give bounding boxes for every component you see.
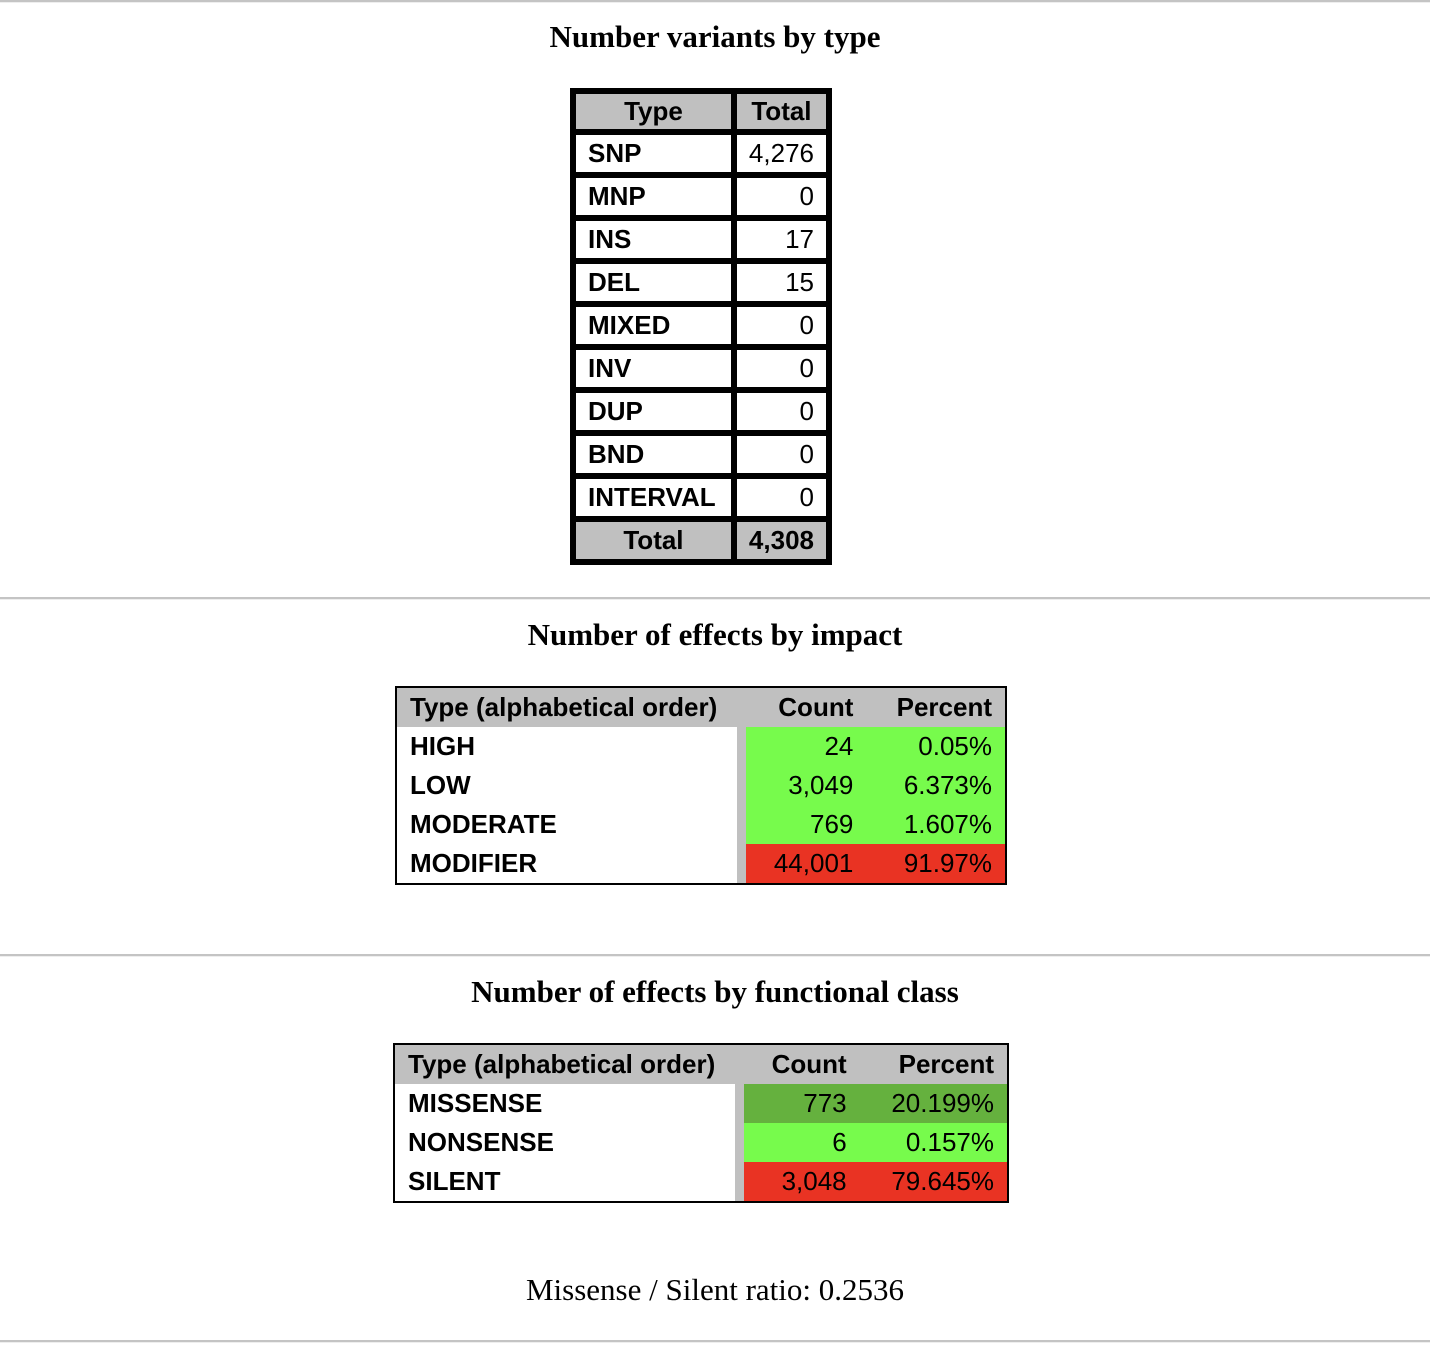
variant-total-bnd: 0 (734, 434, 828, 475)
table-header-row: Type Total (574, 92, 828, 131)
row-spacer (735, 1084, 744, 1123)
variant-total-inv: 0 (734, 348, 828, 389)
variants-by-type-title: Number variants by type (549, 19, 881, 54)
missense-silent-ratio: Missense / Silent ratio: 0.2536 (525, 1272, 904, 1307)
class-count-silent: 3,048 (744, 1162, 860, 1202)
class-type-nonsense: NONSENSE (394, 1123, 735, 1162)
effects-by-functional-class-title: Number of effects by functional class (471, 974, 959, 1009)
variant-type-snp: SNP (574, 133, 733, 174)
row-spacer (735, 1162, 744, 1202)
column-header-count: Count (746, 687, 867, 727)
row-spacer (737, 805, 746, 844)
table-row: MODIFIER 44,001 91.97% (396, 844, 1006, 884)
table-row: LOW 3,049 6.373% (396, 766, 1006, 805)
column-header-count: Count (744, 1044, 860, 1084)
impact-count-low: 3,049 (746, 766, 867, 805)
impact-type-moderate: MODERATE (396, 805, 737, 844)
impact-percent-modifier: 91.97% (866, 844, 1006, 884)
impact-type-low: LOW (396, 766, 737, 805)
class-type-silent: SILENT (394, 1162, 735, 1202)
variant-total-del: 15 (734, 262, 828, 303)
table-row: HIGH 24 0.05% (396, 727, 1006, 766)
effects-by-impact-title: Number of effects by impact (527, 617, 903, 652)
variant-total-dup: 0 (734, 391, 828, 432)
divider-top (0, 0, 1430, 3)
divider-bottom (0, 1340, 1430, 1343)
table-row: INS 17 (574, 219, 828, 260)
variant-type-mixed: MIXED (574, 305, 733, 346)
column-header-type: Type (alphabetical order) (394, 1044, 735, 1084)
table-row: MODERATE 769 1.607% (396, 805, 1006, 844)
impact-percent-low: 6.373% (866, 766, 1006, 805)
table-row: NONSENSE 6 0.157% (394, 1123, 1008, 1162)
impact-type-high: HIGH (396, 727, 737, 766)
variant-type-dup: DUP (574, 391, 733, 432)
impact-count-moderate: 769 (746, 805, 867, 844)
variant-total-ins: 17 (734, 219, 828, 260)
column-header-percent: Percent (859, 1044, 1008, 1084)
row-spacer (737, 727, 746, 766)
table-row: MISSENSE 773 20.199% (394, 1084, 1008, 1123)
row-spacer (737, 844, 746, 884)
column-header-percent: Percent (866, 687, 1006, 727)
table-row: SNP 4,276 (574, 133, 828, 174)
impact-count-high: 24 (746, 727, 867, 766)
row-spacer (737, 766, 746, 805)
table-total-row: Total 4,308 (574, 520, 828, 561)
class-percent-missense: 20.199% (859, 1084, 1008, 1123)
table-row: DUP 0 (574, 391, 828, 432)
table-row: BND 0 (574, 434, 828, 475)
variant-type-inv: INV (574, 348, 733, 389)
variant-total-interval: 0 (734, 477, 828, 518)
table-row: SILENT 3,048 79.645% (394, 1162, 1008, 1202)
variants-by-type-table: Type Total SNP 4,276 MNP 0 INS 17 DEL 15… (570, 88, 832, 565)
row-spacer (735, 1123, 744, 1162)
variant-total-mnp: 0 (734, 176, 828, 217)
column-spacer (735, 1044, 744, 1084)
column-header-type: Type (alphabetical order) (396, 687, 737, 727)
class-count-missense: 773 (744, 1084, 860, 1123)
impact-percent-high: 0.05% (866, 727, 1006, 766)
table-row: MNP 0 (574, 176, 828, 217)
column-header-total: Total (734, 92, 828, 131)
table-row: MIXED 0 (574, 305, 828, 346)
class-percent-nonsense: 0.157% (859, 1123, 1008, 1162)
column-header-type: Type (574, 92, 733, 131)
variant-total-mixed: 0 (734, 305, 828, 346)
variant-type-interval: INTERVAL (574, 477, 733, 518)
class-type-missense: MISSENSE (394, 1084, 735, 1123)
class-percent-silent: 79.645% (859, 1162, 1008, 1202)
table-row: DEL 15 (574, 262, 828, 303)
table-row: INV 0 (574, 348, 828, 389)
table-header-row: Type (alphabetical order) Count Percent (396, 687, 1006, 727)
column-spacer (737, 687, 746, 727)
table-header-row: Type (alphabetical order) Count Percent (394, 1044, 1008, 1084)
total-label: Total (574, 520, 733, 561)
impact-count-modifier: 44,001 (746, 844, 867, 884)
impact-type-modifier: MODIFIER (396, 844, 737, 884)
total-value: 4,308 (734, 520, 828, 561)
variant-type-ins: INS (574, 219, 733, 260)
class-count-nonsense: 6 (744, 1123, 860, 1162)
table-row: INTERVAL 0 (574, 477, 828, 518)
variant-type-bnd: BND (574, 434, 733, 475)
divider-functional-class (0, 954, 1430, 957)
effects-by-impact-table: Type (alphabetical order) Count Percent … (395, 686, 1007, 885)
divider-impact (0, 597, 1430, 600)
variant-type-del: DEL (574, 262, 733, 303)
effects-by-functional-class-table: Type (alphabetical order) Count Percent … (393, 1043, 1009, 1203)
impact-percent-moderate: 1.607% (866, 805, 1006, 844)
variant-total-snp: 4,276 (734, 133, 828, 174)
variant-type-mnp: MNP (574, 176, 733, 217)
